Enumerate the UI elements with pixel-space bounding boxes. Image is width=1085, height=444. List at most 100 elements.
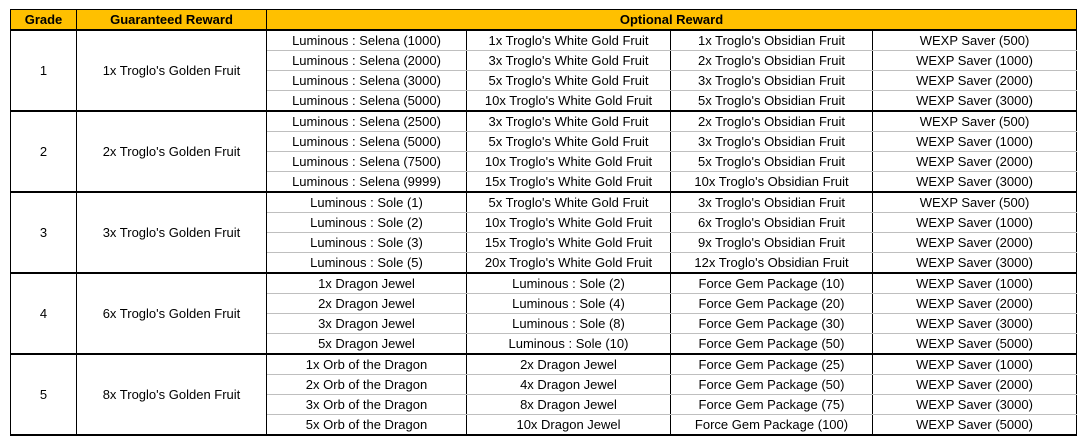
optional-reward-cell: 10x Troglo's White Gold Fruit — [466, 151, 671, 172]
optional-reward-cell: WEXP Saver (2000) — [872, 70, 1077, 91]
optional-reward-cell: Luminous : Selena (5000) — [266, 90, 467, 112]
guaranteed-reward-cell: 8x Troglo's Golden Fruit — [76, 353, 267, 436]
table-row: Luminous : Sole (2) 10x Troglo's White Go… — [11, 212, 1077, 233]
optional-reward-cell: 5x Troglo's White Gold Fruit — [466, 131, 671, 152]
table-row: Luminous : Selena (5000) 10x Troglo's Whi… — [11, 90, 1077, 112]
header-grade: Grade — [10, 9, 77, 31]
optional-reward-cell: 2x Dragon Jewel — [266, 293, 467, 314]
optional-reward-cell: 3x Troglo's White Gold Fruit — [466, 110, 671, 132]
optional-reward-cell: 10x Troglo's Obsidian Fruit — [670, 171, 873, 193]
optional-reward-cell: Force Gem Package (10) — [670, 272, 873, 294]
optional-reward-cell: Luminous : Selena (7500) — [266, 151, 467, 172]
optional-reward-cell: WEXP Saver (5000) — [872, 333, 1077, 355]
table-row: 3 3x Troglo's Golden Fruit Luminous : Sole… — [10, 191, 1077, 274]
optional-reward-cell: 3x Dragon Jewel — [266, 313, 467, 334]
grade-cell: 5 — [10, 353, 77, 436]
optional-reward-cell: Force Gem Package (50) — [670, 333, 873, 355]
optional-reward-cell: Luminous : Sole (3) — [266, 232, 467, 253]
guaranteed-reward-cell: 1x Troglo's Golden Fruit — [76, 29, 267, 112]
optional-reward-cell: Force Gem Package (25) — [670, 353, 873, 375]
optional-reward-cell: WEXP Saver (2000) — [872, 232, 1077, 253]
optional-reward-cell: Luminous : Sole (8) — [466, 313, 671, 334]
optional-reward-cell: WEXP Saver (2000) — [872, 293, 1077, 314]
table-row: 2 2x Troglo's Golden Fruit Luminous : Sele… — [10, 110, 1077, 193]
optional-reward-cell: Luminous : Sole (2) — [466, 272, 671, 294]
table-row: 1 1x Troglo's Golden Fruit Luminous : Sele… — [10, 29, 1077, 112]
table-row: 3x Dragon Jewel Luminous : Sole (8) Force … — [11, 313, 1077, 334]
header-row: Grade Guaranteed Reward Optional Reward — [10, 9, 1077, 31]
optional-reward-cell: Luminous : Sole (10) — [466, 333, 671, 355]
optional-reward-cell: 3x Troglo's Obsidian Fruit — [670, 131, 873, 152]
guaranteed-reward-cell: 2x Troglo's Golden Fruit — [76, 110, 267, 193]
optional-reward-cell: 1x Dragon Jewel — [266, 272, 467, 294]
optional-reward-cell: Luminous : Sole (2) — [266, 212, 467, 233]
optional-reward-cell: 2x Troglo's Obsidian Fruit — [670, 110, 873, 132]
optional-reward-cell: 5x Troglo's Obsidian Fruit — [670, 90, 873, 112]
optional-reward-cell: WEXP Saver (3000) — [872, 252, 1077, 274]
table-row: Luminous : Selena (3000) 5x Troglo's Whit… — [11, 70, 1077, 91]
optional-reward-cell: 3x Orb of the Dragon — [266, 394, 467, 415]
optional-reward-cell: Force Gem Package (30) — [670, 313, 873, 334]
optional-reward-cell: WEXP Saver (500) — [872, 110, 1077, 132]
optional-reward-cell: WEXP Saver (1000) — [872, 50, 1077, 71]
optional-reward-cell: 1x Troglo's White Gold Fruit — [466, 29, 671, 51]
optional-reward-cell: 4x Dragon Jewel — [466, 374, 671, 395]
table-row: 4 6x Troglo's Golden Fruit 1x Dragon Jewel… — [10, 272, 1077, 355]
optional-reward-cell: 20x Troglo's White Gold Fruit — [466, 252, 671, 274]
grade-cell: 3 — [10, 191, 77, 274]
table-row: Luminous : Sole (3) 15x Troglo's White Go… — [11, 232, 1077, 253]
optional-reward-cell: Force Gem Package (20) — [670, 293, 873, 314]
table-row: 5x Orb of the Dragon 10x Dragon Jewel Forc… — [11, 414, 1077, 436]
optional-reward-cell: 3x Troglo's Obsidian Fruit — [670, 191, 873, 213]
table-row: 5 8x Troglo's Golden Fruit 1x Orb of the D… — [10, 353, 1077, 436]
optional-reward-cell: WEXP Saver (500) — [872, 29, 1077, 51]
table-row: Luminous : Selena (7500) 10x Troglo's Whi… — [11, 151, 1077, 172]
optional-reward-cell: 12x Troglo's Obsidian Fruit — [670, 252, 873, 274]
header-guaranteed-reward: Guaranteed Reward — [76, 9, 267, 31]
optional-reward-cell: Force Gem Package (100) — [670, 414, 873, 436]
optional-reward-cell: Force Gem Package (50) — [670, 374, 873, 395]
reward-table: Grade Guaranteed Reward Optional Reward … — [10, 9, 1077, 436]
optional-reward-cell: 15x Troglo's White Gold Fruit — [466, 232, 671, 253]
table-row: Luminous : Sole (5) 20x Troglo's White Go… — [11, 252, 1077, 274]
optional-reward-cell: WEXP Saver (2000) — [872, 151, 1077, 172]
optional-reward-cell: WEXP Saver (3000) — [872, 394, 1077, 415]
grade-cell: 1 — [10, 29, 77, 112]
optional-reward-cell: 5x Orb of the Dragon — [266, 414, 467, 436]
optional-reward-cell: 2x Orb of the Dragon — [266, 374, 467, 395]
reward-table-header: Grade Guaranteed Reward Optional Reward — [10, 9, 1077, 31]
table-row: Luminous : Selena (5000) 5x Troglo's Whit… — [11, 131, 1077, 152]
optional-reward-cell: Luminous : Sole (5) — [266, 252, 467, 274]
optional-reward-cell: 8x Dragon Jewel — [466, 394, 671, 415]
optional-reward-cell: 5x Troglo's White Gold Fruit — [466, 70, 671, 91]
optional-reward-cell: Force Gem Package (75) — [670, 394, 873, 415]
optional-reward-cell: 3x Troglo's White Gold Fruit — [466, 50, 671, 71]
optional-reward-cell: Luminous : Sole (1) — [266, 191, 467, 213]
optional-reward-cell: WEXP Saver (3000) — [872, 313, 1077, 334]
optional-reward-cell: 1x Orb of the Dragon — [266, 353, 467, 375]
optional-reward-cell: 10x Dragon Jewel — [466, 414, 671, 436]
optional-reward-cell: Luminous : Selena (5000) — [266, 131, 467, 152]
optional-reward-cell: 5x Troglo's White Gold Fruit — [466, 191, 671, 213]
optional-reward-cell: Luminous : Selena (3000) — [266, 70, 467, 91]
header-optional-reward: Optional Reward — [266, 9, 1077, 31]
grade-cell: 2 — [10, 110, 77, 193]
optional-reward-cell: 9x Troglo's Obsidian Fruit — [670, 232, 873, 253]
optional-reward-cell: Luminous : Selena (2500) — [266, 110, 467, 132]
optional-reward-cell: WEXP Saver (500) — [872, 191, 1077, 213]
grade-cell: 4 — [10, 272, 77, 355]
optional-reward-cell: 3x Troglo's Obsidian Fruit — [670, 70, 873, 91]
optional-reward-cell: WEXP Saver (1000) — [872, 272, 1077, 294]
optional-reward-cell: Luminous : Sole (4) — [466, 293, 671, 314]
optional-reward-cell: WEXP Saver (1000) — [872, 353, 1077, 375]
optional-reward-cell: WEXP Saver (1000) — [872, 131, 1077, 152]
guaranteed-reward-cell: 6x Troglo's Golden Fruit — [76, 272, 267, 355]
optional-reward-cell: 5x Troglo's Obsidian Fruit — [670, 151, 873, 172]
reward-table-body: 1 1x Troglo's Golden Fruit Luminous : Sele… — [10, 29, 1077, 436]
optional-reward-cell: 10x Troglo's White Gold Fruit — [466, 212, 671, 233]
optional-reward-cell: 1x Troglo's Obsidian Fruit — [670, 29, 873, 51]
guaranteed-reward-cell: 3x Troglo's Golden Fruit — [76, 191, 267, 274]
optional-reward-cell: WEXP Saver (5000) — [872, 414, 1077, 436]
optional-reward-cell: WEXP Saver (3000) — [872, 171, 1077, 193]
optional-reward-cell: 2x Troglo's Obsidian Fruit — [670, 50, 873, 71]
